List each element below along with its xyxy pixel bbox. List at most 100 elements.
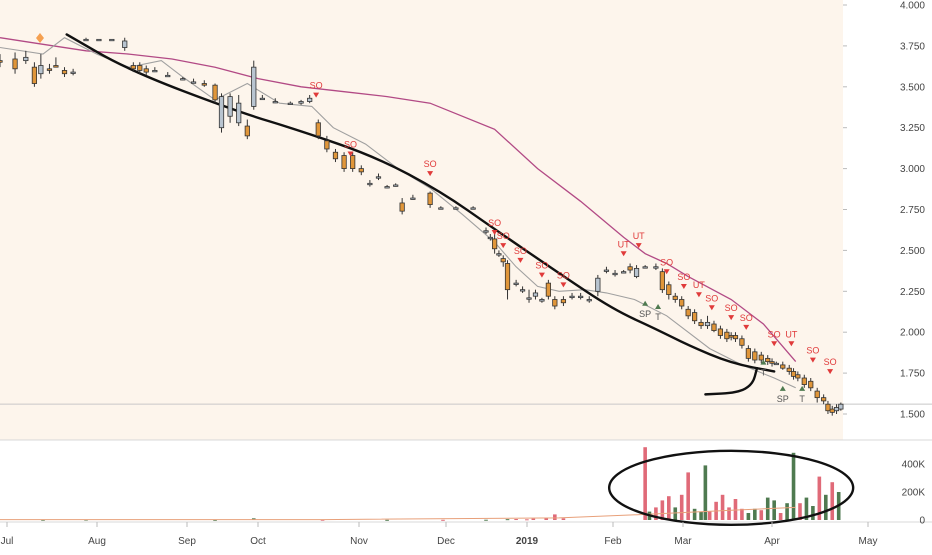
x-tick-label: Feb xyxy=(604,536,622,547)
candle-body xyxy=(227,96,233,117)
sell-triangle-icon xyxy=(560,282,567,288)
signal-label: SO xyxy=(535,261,548,271)
drawn-trendline-1 xyxy=(65,33,776,373)
y-tick-label: 2.750 xyxy=(900,205,925,216)
candle-body xyxy=(627,266,633,271)
signal-label: SO xyxy=(705,293,718,303)
sell-triangle-icon xyxy=(313,92,320,98)
sell-triangle-icon xyxy=(538,272,545,278)
sell-triangle-icon xyxy=(663,269,670,275)
candle-body xyxy=(758,354,764,361)
candle-body xyxy=(83,38,89,42)
volume-bar xyxy=(544,518,549,520)
signal-label: UT xyxy=(693,280,705,290)
candle-body xyxy=(821,397,827,402)
candle-body xyxy=(324,140,330,150)
candle-body xyxy=(12,58,18,70)
signal-label: SO xyxy=(740,313,753,323)
candle-body xyxy=(780,364,786,369)
signal-label: SO xyxy=(497,231,510,241)
signal-label: SO xyxy=(557,270,570,280)
volume-bar xyxy=(531,518,536,520)
volume-bar xyxy=(660,500,665,520)
volume-bar xyxy=(514,519,518,521)
x-tick-label: Mar xyxy=(674,536,692,547)
axes: 4.000 3.750 3.500 3.250 3.000 2.750 2.500 2.250… xyxy=(1,1,926,548)
x-tick-label: Apr xyxy=(764,536,780,547)
candle-body xyxy=(666,284,672,295)
sell-triangle-icon xyxy=(771,341,778,347)
candle-body xyxy=(504,263,511,291)
candle-body xyxy=(165,74,171,78)
signal-label: UT xyxy=(618,239,630,249)
candle-body xyxy=(384,186,390,189)
signal-label: SO xyxy=(806,346,819,356)
x-tick-label: Aug xyxy=(88,536,106,547)
volume-bar xyxy=(727,507,731,520)
candle-body xyxy=(659,271,665,291)
candle-body xyxy=(552,299,558,307)
buy-triangle-icon xyxy=(642,300,649,306)
signal-label: SO xyxy=(725,303,738,313)
drawn-trendline-2 xyxy=(704,366,759,396)
candle-body xyxy=(724,331,730,340)
candle-body xyxy=(814,390,820,399)
signal-label: T xyxy=(655,312,661,322)
candle-body xyxy=(560,299,567,304)
volume-bar xyxy=(320,519,325,521)
candle-body xyxy=(272,101,278,104)
volume-bar xyxy=(823,494,828,520)
x-tick-label: 2019 xyxy=(516,536,539,547)
volume-bar xyxy=(686,472,690,520)
candle-body xyxy=(745,348,751,359)
trendlines xyxy=(65,33,776,396)
candle-body xyxy=(519,289,526,292)
candle-body xyxy=(332,151,339,160)
candle-body xyxy=(739,338,745,346)
candle-body xyxy=(410,197,416,200)
volume-bar xyxy=(561,518,566,520)
candle-body xyxy=(801,377,807,385)
sell-triangle-icon xyxy=(708,305,715,311)
volume-bar xyxy=(643,447,647,520)
sell-triangle-icon xyxy=(500,243,507,249)
candle-body xyxy=(251,66,257,107)
sell-triangle-icon xyxy=(728,315,735,321)
candle-body xyxy=(122,40,128,48)
candle-body xyxy=(526,297,532,300)
moving-averages xyxy=(0,37,797,389)
signal-label: SP xyxy=(639,309,651,319)
candle-body xyxy=(470,207,476,210)
candle-body xyxy=(96,38,102,42)
candle-body xyxy=(685,308,691,317)
volume-tick-label: 200K xyxy=(902,488,926,499)
signal-label: SO xyxy=(514,246,527,256)
candle-body xyxy=(427,192,433,205)
volume-bar xyxy=(553,514,557,520)
y-tick-label: 2.500 xyxy=(900,246,925,257)
buy-triangle-icon xyxy=(760,359,767,365)
candle-body xyxy=(218,96,225,129)
y-tick-label: 1.500 xyxy=(900,410,925,421)
candle-body xyxy=(298,101,304,104)
candle-body xyxy=(130,65,136,70)
candle-body xyxy=(704,321,711,327)
signal-label: SO xyxy=(488,218,501,228)
volume-bar xyxy=(720,494,725,520)
signal-label: UT xyxy=(785,329,797,339)
sell-triangle-icon xyxy=(788,341,795,347)
volume-bar xyxy=(740,508,744,520)
y-tick-label: 2.000 xyxy=(900,328,925,339)
candle-body xyxy=(143,68,149,73)
candle-body xyxy=(496,253,502,256)
candle-body xyxy=(765,357,771,363)
signal-label: SO xyxy=(660,257,673,267)
sell-triangle-icon xyxy=(680,284,687,290)
candle-body xyxy=(513,282,519,285)
y-tick-label: 3.250 xyxy=(900,123,925,134)
candle-body xyxy=(483,230,489,233)
moving-average-line-1 xyxy=(0,37,797,363)
candle-body xyxy=(732,335,739,340)
